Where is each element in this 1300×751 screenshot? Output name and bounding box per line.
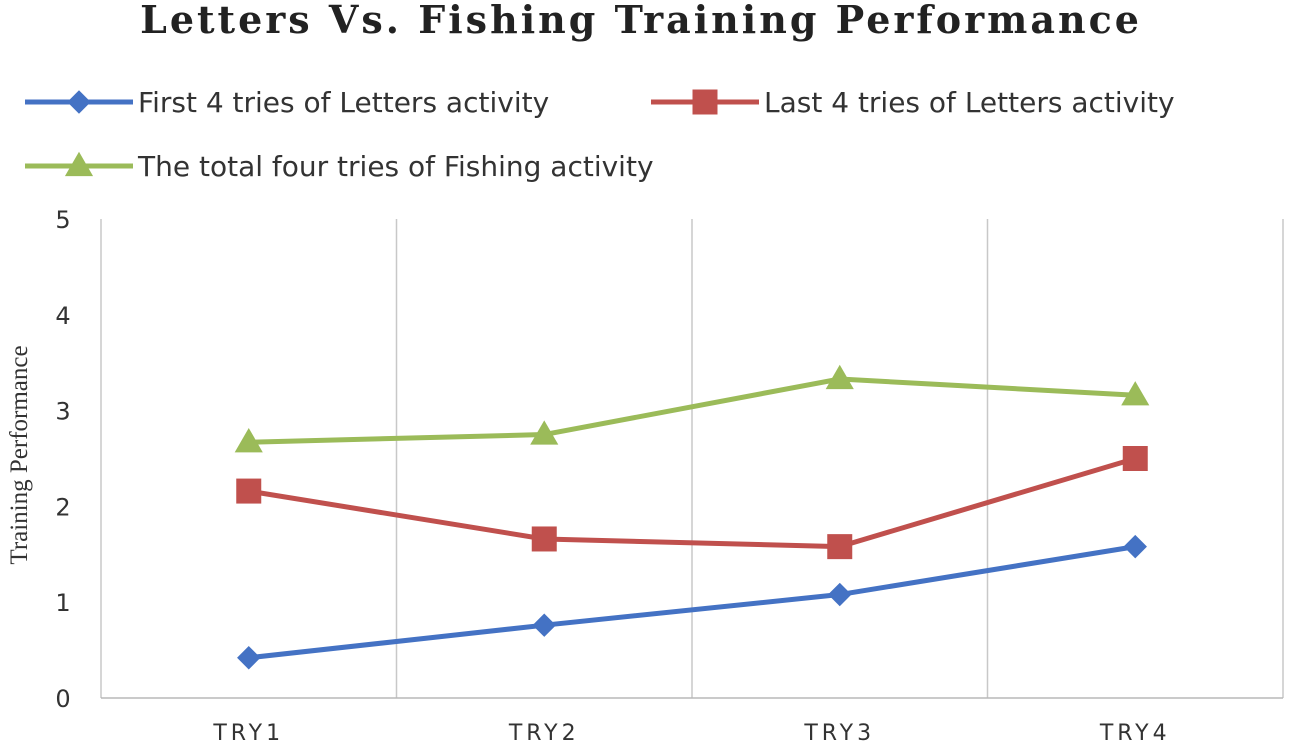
x-tick-label: TRY4 [1099,721,1171,746]
x-tick-label: TRY1 [212,721,284,746]
legend-item: The total four tries of Fishing activity [25,150,654,183]
series-lines [234,364,1150,670]
y-axis-ticks: 0 1 2 3 4 5 [55,206,70,713]
data-point-diamond [237,646,261,670]
legend-label: First 4 tries of Letters activity [138,86,549,119]
data-point-diamond [67,90,91,114]
series-1 [237,534,1147,670]
data-point-triangle [530,420,559,445]
y-tick-label: 1 [55,589,70,617]
x-tick-label: TRY2 [508,721,580,746]
legend-label: The total four tries of Fishing activity [137,150,654,183]
data-point-square [236,478,262,504]
x-axis-ticks: TRY1 TRY2 TRY3 TRY4 [212,721,1171,746]
data-point-square [827,534,853,560]
legend-label: Last 4 tries of Letters activity [764,86,1175,119]
data-point-diamond [1123,534,1147,559]
y-tick-label: 4 [55,302,70,330]
series-3 [234,364,1150,453]
data-point-square [692,89,718,115]
y-axis-label: Training Performance [6,345,33,564]
legend: First 4 tries of Letters activity Last 4 … [25,86,1175,183]
series-line [246,456,1138,550]
data-point-triangle [234,428,263,453]
data-point-square [1122,446,1148,471]
series-line [246,376,1138,445]
plot-area: 0 1 2 3 4 5 TRY1 TRY2 TRY3 TRY4 [55,206,1284,746]
series-2 [236,446,1148,560]
data-point-triangle [64,151,94,177]
data-point-triangle [825,364,854,390]
x-tick-label: TRY3 [803,721,875,746]
data-point-diamond [532,613,556,637]
data-point-diamond [828,582,852,607]
y-tick-label: 0 [55,685,70,713]
chart-title: Letters Vs. Fishing Training Performance [140,0,1142,42]
series-line [246,544,1138,661]
y-tick-label: 3 [55,398,70,426]
gridlines [100,219,1284,699]
data-point-triangle [1121,381,1150,406]
data-point-square [531,526,557,552]
legend-item: First 4 tries of Letters activity [25,86,549,119]
y-tick-label: 2 [55,493,70,521]
y-tick-label: 5 [55,206,70,234]
legend-item: Last 4 tries of Letters activity [651,86,1175,119]
